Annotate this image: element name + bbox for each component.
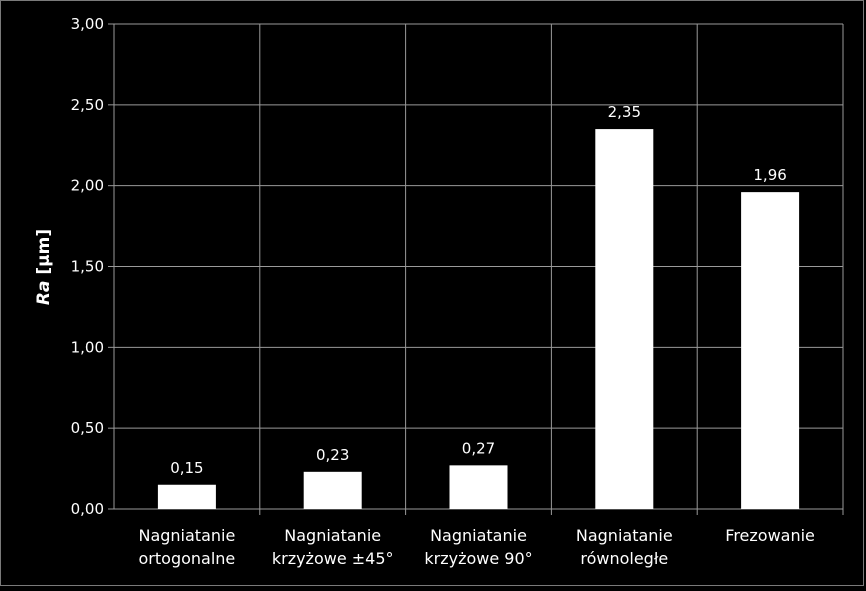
- x-category-label: Frezowanie: [725, 526, 815, 545]
- label-layer: 0,00 0,50 1,00 1,50 2,00 2,50 3,00 0,15 Nagniata…: [71, 15, 815, 568]
- y-tick-label: 1,50: [71, 258, 104, 276]
- bar: [303, 471, 362, 509]
- x-category-label: Nagniatanie równoległe: [576, 526, 673, 568]
- y-tick-label: 1,00: [71, 338, 104, 356]
- y-tick-label: 2,50: [71, 96, 104, 114]
- bar-value-label: 2,35: [608, 103, 641, 121]
- bar: [157, 484, 216, 509]
- y-axis-label-symbol: Ra: [34, 281, 54, 306]
- bar-layer: [157, 129, 800, 510]
- bar: [741, 192, 800, 509]
- bar-value-label: 0,23: [316, 446, 349, 464]
- x-category-label: Nagniatanie ortogonalne: [138, 526, 235, 568]
- bar: [449, 465, 508, 509]
- bar: [595, 129, 654, 510]
- y-axis-label: Ra [µm]: [34, 229, 54, 305]
- bar-value-label: 1,96: [753, 166, 786, 184]
- bar-value-label: 0,27: [462, 439, 495, 457]
- y-tick-label: 0,00: [71, 500, 104, 518]
- bar-value-label: 0,15: [170, 459, 203, 477]
- x-category-label: Nagniatanie krzyżowe ±45°: [272, 526, 394, 568]
- y-tick-label: 2,00: [71, 177, 104, 195]
- grid-layer: [108, 23, 844, 515]
- y-tick-label: 0,50: [71, 419, 104, 437]
- y-axis-label-unit: [µm]: [34, 229, 54, 281]
- x-category-label: Nagniatanie krzyżowe 90°: [424, 526, 532, 568]
- y-tick-label: 3,00: [71, 15, 104, 33]
